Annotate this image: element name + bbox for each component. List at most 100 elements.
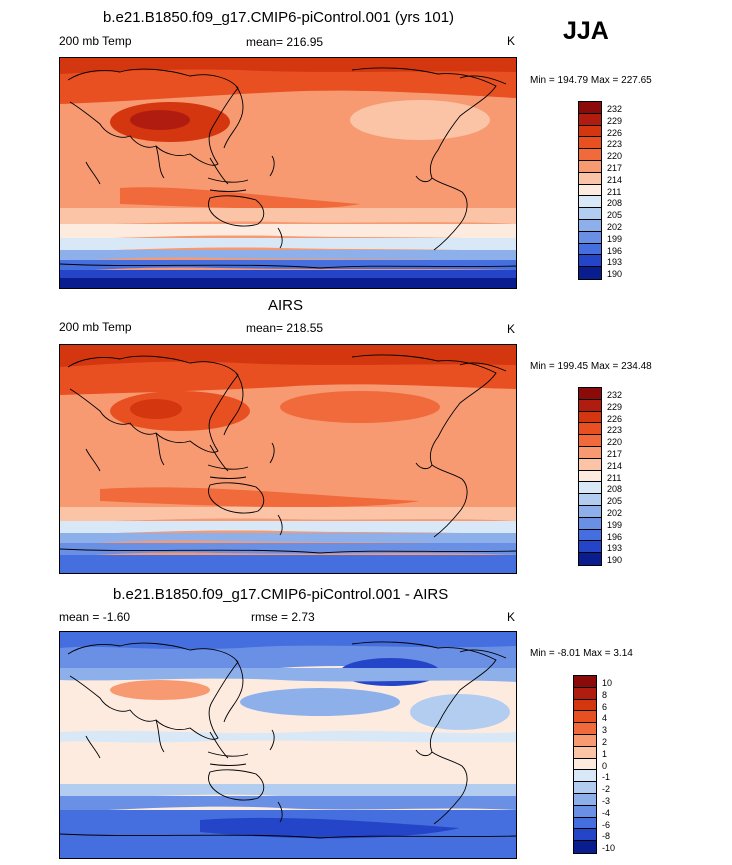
colorbar-swatch bbox=[574, 805, 596, 818]
colorbar-label: 223 bbox=[607, 139, 623, 149]
colorbar-swatch bbox=[579, 160, 601, 173]
colorbar-swatch bbox=[574, 829, 596, 842]
colorbar-label: 1 bbox=[602, 749, 608, 759]
colorbar-swatch bbox=[579, 399, 601, 412]
panel-1-title: b.e21.B1850.f09_g17.CMIP6-piControl.001 … bbox=[103, 9, 455, 26]
panel-3-rmse: rmse = 2.73 bbox=[251, 610, 315, 624]
colorbar-swatch bbox=[574, 793, 596, 806]
colorbar-swatch bbox=[574, 770, 596, 783]
panel-2-colorbar bbox=[578, 387, 602, 566]
panel-1-minmax: Min = 194.79 Max = 227.65 bbox=[530, 75, 652, 86]
colorbar-swatch bbox=[579, 196, 601, 209]
colorbar-label: 217 bbox=[607, 449, 623, 459]
colorbar-label: 229 bbox=[607, 402, 623, 412]
colorbar-swatch bbox=[579, 137, 601, 150]
colorbar-label: 205 bbox=[607, 210, 623, 220]
colorbar-swatch bbox=[579, 102, 601, 114]
colorbar-label: 0 bbox=[602, 761, 608, 771]
colorbar-label: 4 bbox=[602, 713, 608, 723]
colorbar-label: 202 bbox=[607, 222, 623, 232]
colorbar-label: -1 bbox=[602, 772, 611, 782]
panel-3-map-field bbox=[60, 632, 516, 858]
colorbar-label: 199 bbox=[607, 520, 623, 530]
colorbar-swatch bbox=[579, 458, 601, 471]
colorbar-swatch bbox=[579, 505, 601, 518]
colorbar-swatch bbox=[574, 782, 596, 794]
colorbar-label: -8 bbox=[602, 831, 611, 841]
panel-2-map-field bbox=[60, 345, 516, 573]
panel-3-minmax: Min = -8.01 Max = 3.14 bbox=[530, 648, 633, 659]
panel-1-units: K bbox=[507, 34, 516, 48]
colorbar-label: 214 bbox=[607, 461, 623, 471]
colorbar-swatch bbox=[579, 541, 601, 554]
panel-1-map bbox=[59, 57, 517, 289]
colorbar-swatch bbox=[579, 255, 601, 268]
colorbar-label: 205 bbox=[607, 496, 623, 506]
colorbar-label: -3 bbox=[602, 796, 611, 806]
colorbar-label: 199 bbox=[607, 234, 623, 244]
panel-2-mean: mean= 218.55 bbox=[246, 321, 324, 335]
colorbar-swatch bbox=[579, 553, 601, 565]
colorbar-swatch bbox=[579, 113, 601, 126]
colorbar-label: 8 bbox=[602, 690, 608, 700]
colorbar-label: 202 bbox=[607, 508, 623, 518]
colorbar-swatch bbox=[574, 676, 596, 688]
colorbar-swatch bbox=[574, 817, 596, 830]
colorbar-swatch bbox=[579, 482, 601, 495]
colorbar-swatch bbox=[579, 388, 601, 400]
colorbar-label: 232 bbox=[607, 104, 623, 114]
colorbar-swatch bbox=[574, 711, 596, 724]
colorbar-label: 211 bbox=[607, 473, 622, 483]
colorbar-swatch bbox=[579, 231, 601, 244]
colorbar-swatch bbox=[574, 699, 596, 712]
colorbar-swatch bbox=[574, 687, 596, 700]
colorbar-swatch bbox=[579, 470, 601, 483]
panel-2-variable: 200 mb Temp bbox=[59, 320, 132, 334]
panel-1-mean: mean= 216.95 bbox=[246, 35, 324, 49]
colorbar-label: 211 bbox=[607, 187, 622, 197]
panel-3-map bbox=[59, 631, 517, 859]
colorbar-label: 208 bbox=[607, 198, 623, 208]
colorbar-label: 220 bbox=[607, 437, 623, 447]
colorbar-swatch bbox=[579, 494, 601, 506]
panel-3-mean: mean = -1.60 bbox=[59, 610, 131, 624]
colorbar-swatch bbox=[574, 758, 596, 771]
colorbar-label: 220 bbox=[607, 151, 623, 161]
colorbar-swatch bbox=[579, 446, 601, 459]
panel-3-title: b.e21.B1850.f09_g17.CMIP6-piControl.001 … bbox=[113, 586, 449, 603]
colorbar-label: 193 bbox=[607, 257, 623, 267]
colorbar-swatch bbox=[579, 184, 601, 197]
season-label: JJA bbox=[563, 17, 609, 45]
colorbar-label: 217 bbox=[607, 163, 623, 173]
colorbar-swatch bbox=[579, 172, 601, 185]
colorbar-swatch bbox=[574, 841, 596, 853]
panel-2-title: AIRS bbox=[268, 297, 304, 314]
colorbar-label: -10 bbox=[602, 843, 616, 853]
colorbar-label: -4 bbox=[602, 808, 611, 818]
colorbar-swatch bbox=[579, 125, 601, 138]
colorbar-label: 193 bbox=[607, 543, 623, 553]
panel-2-map bbox=[59, 344, 517, 574]
colorbar-label: 2 bbox=[602, 737, 608, 747]
colorbar-swatch bbox=[579, 529, 601, 542]
colorbar-swatch bbox=[579, 411, 601, 424]
colorbar-label: 3 bbox=[602, 725, 608, 735]
panel-3-units: K bbox=[507, 610, 516, 624]
panel-1-map-field bbox=[60, 58, 516, 288]
panel-3-colorbar bbox=[573, 675, 597, 854]
colorbar-label: 190 bbox=[607, 555, 623, 565]
colorbar-label: 226 bbox=[607, 414, 623, 424]
colorbar-swatch bbox=[579, 219, 601, 232]
colorbar-swatch bbox=[574, 746, 596, 759]
colorbar-swatch bbox=[579, 208, 601, 220]
colorbar-label: 6 bbox=[602, 702, 608, 712]
colorbar-label: 214 bbox=[607, 175, 623, 185]
colorbar-label: -6 bbox=[602, 820, 611, 830]
panel-2-units: K bbox=[507, 322, 516, 336]
colorbar-label: 190 bbox=[607, 269, 623, 279]
colorbar-label: 208 bbox=[607, 484, 623, 494]
colorbar-label: 196 bbox=[607, 246, 623, 256]
panel-2-minmax: Min = 199.45 Max = 234.48 bbox=[530, 361, 652, 372]
colorbar-swatch bbox=[579, 435, 601, 447]
colorbar-label: 10 bbox=[602, 678, 613, 688]
